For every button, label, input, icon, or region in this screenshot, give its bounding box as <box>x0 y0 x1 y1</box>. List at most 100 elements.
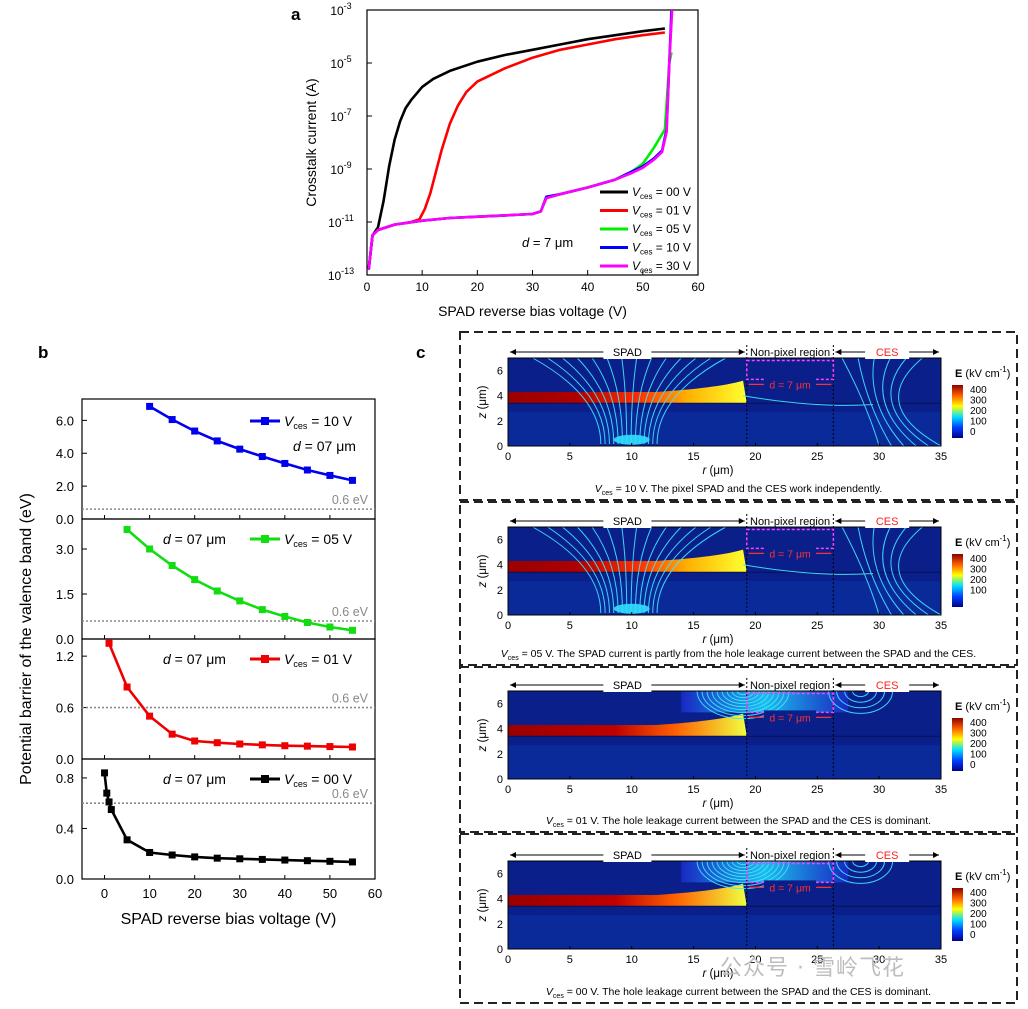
y-tick-label: 4 <box>497 894 503 906</box>
x-tick-label: 10 <box>415 280 429 294</box>
x-tick-label: 15 <box>687 620 699 632</box>
series-line <box>367 9 674 270</box>
field-line <box>844 860 878 873</box>
y-tick-label: 2 <box>497 919 503 931</box>
data-point <box>326 623 334 631</box>
data-point <box>191 427 199 435</box>
data-point <box>348 858 356 866</box>
subpanel-border <box>459 501 1018 666</box>
region-label-spad: SPAD <box>613 516 642 528</box>
data-point <box>105 639 113 647</box>
legend-label: Vces = 10 V <box>632 241 691 257</box>
label-bg <box>865 678 910 692</box>
data-point <box>236 597 244 605</box>
field-line <box>721 690 765 705</box>
legend-label: Vces = 10 V <box>284 413 353 431</box>
region-label-ces: CES <box>876 347 899 359</box>
series-line <box>367 27 666 270</box>
y-tick-label: 4 <box>497 391 503 403</box>
colorbar-tick: 300 <box>970 396 987 407</box>
high-field-band <box>508 883 747 907</box>
data-point <box>258 606 266 614</box>
x-tick-label: 30 <box>873 451 885 463</box>
d-label: d = 7 μm <box>769 882 811 894</box>
field-line <box>882 357 917 447</box>
series-line <box>148 405 353 482</box>
y-tick-label: 3.0 <box>56 542 74 557</box>
field-line <box>701 860 785 887</box>
y-tick-label: 10-3 <box>330 1 351 18</box>
data-point <box>258 453 266 461</box>
region-label-ces: CES <box>876 516 899 528</box>
y-tick-label: 2 <box>497 416 503 428</box>
colorbar-tick: 100 <box>970 920 987 931</box>
field-line <box>836 860 886 879</box>
colorbar-tick: 300 <box>970 565 987 576</box>
x-tick-label: 15 <box>687 451 699 463</box>
annotation-d: d = 07 μm <box>163 771 226 787</box>
colorbar <box>952 718 963 771</box>
legend-label: Vces = 00 V <box>632 185 691 201</box>
high-field-band <box>508 549 747 573</box>
d-label: d = 7 μm <box>769 379 811 391</box>
data-point <box>236 855 244 863</box>
panel-a: 0 10 20 30 40 50 60 10-13 10-11 10-9 10-7 10-5 10-3 S… <box>303 1 705 319</box>
legend-label: Vces = 01 V <box>284 651 353 669</box>
colorbar <box>952 554 963 607</box>
field-lines <box>532 526 942 616</box>
x-tick-label: 5 <box>567 620 573 632</box>
y-tick-label: 10-5 <box>330 54 351 71</box>
data-point <box>168 851 176 859</box>
series-line <box>107 642 353 749</box>
field-substrate <box>508 581 941 615</box>
colorbar <box>952 888 963 941</box>
x-axis-label-c: r (μm) <box>703 968 734 980</box>
field-line <box>576 357 615 445</box>
x-tick-label: 25 <box>811 451 823 463</box>
data-point <box>258 741 266 749</box>
colorbar-tick: 200 <box>970 739 987 750</box>
field-line <box>547 357 606 445</box>
data-point <box>146 545 154 553</box>
x-axis-label-c: r (μm) <box>703 798 734 810</box>
field-line <box>606 526 623 614</box>
data-point <box>348 743 356 751</box>
field-line <box>656 357 726 445</box>
y-tick-label: 0.6 <box>56 701 74 716</box>
x-tick-label: 35 <box>935 620 947 632</box>
field-line <box>532 526 602 614</box>
data-point <box>281 613 289 620</box>
label-bg <box>865 514 910 528</box>
x-tick-label: 10 <box>626 784 638 796</box>
x-tick-label: 30 <box>873 784 885 796</box>
data-point <box>146 848 154 856</box>
x-axis-label-c: r (μm) <box>703 634 734 646</box>
surface-field <box>681 691 849 713</box>
reference-label: 0.6 eV <box>332 605 369 619</box>
field-line <box>562 357 610 445</box>
reference-label: 0.6 eV <box>332 692 369 706</box>
data-point <box>258 855 266 863</box>
x-tick-label: 60 <box>691 280 705 294</box>
x-tick-label: 35 <box>935 451 947 463</box>
panel-label-b: b <box>38 343 48 362</box>
legend-marker <box>261 655 269 663</box>
region-label-ces: CES <box>876 680 899 692</box>
y-tick-label: 0.0 <box>56 512 74 527</box>
field-line <box>716 690 770 708</box>
series-line <box>367 9 673 270</box>
y-tick-label: 0.4 <box>56 821 74 836</box>
x-tick-label: 35 <box>935 784 947 796</box>
field-line <box>882 526 917 616</box>
field-line <box>852 860 870 868</box>
surface-field <box>681 861 849 883</box>
label-bg <box>603 678 652 692</box>
y-tick-label: 0.0 <box>56 752 74 767</box>
field-line <box>742 564 873 575</box>
d-label: d = 7 μm <box>769 548 811 560</box>
d-box <box>746 692 835 714</box>
data-point <box>101 769 109 777</box>
